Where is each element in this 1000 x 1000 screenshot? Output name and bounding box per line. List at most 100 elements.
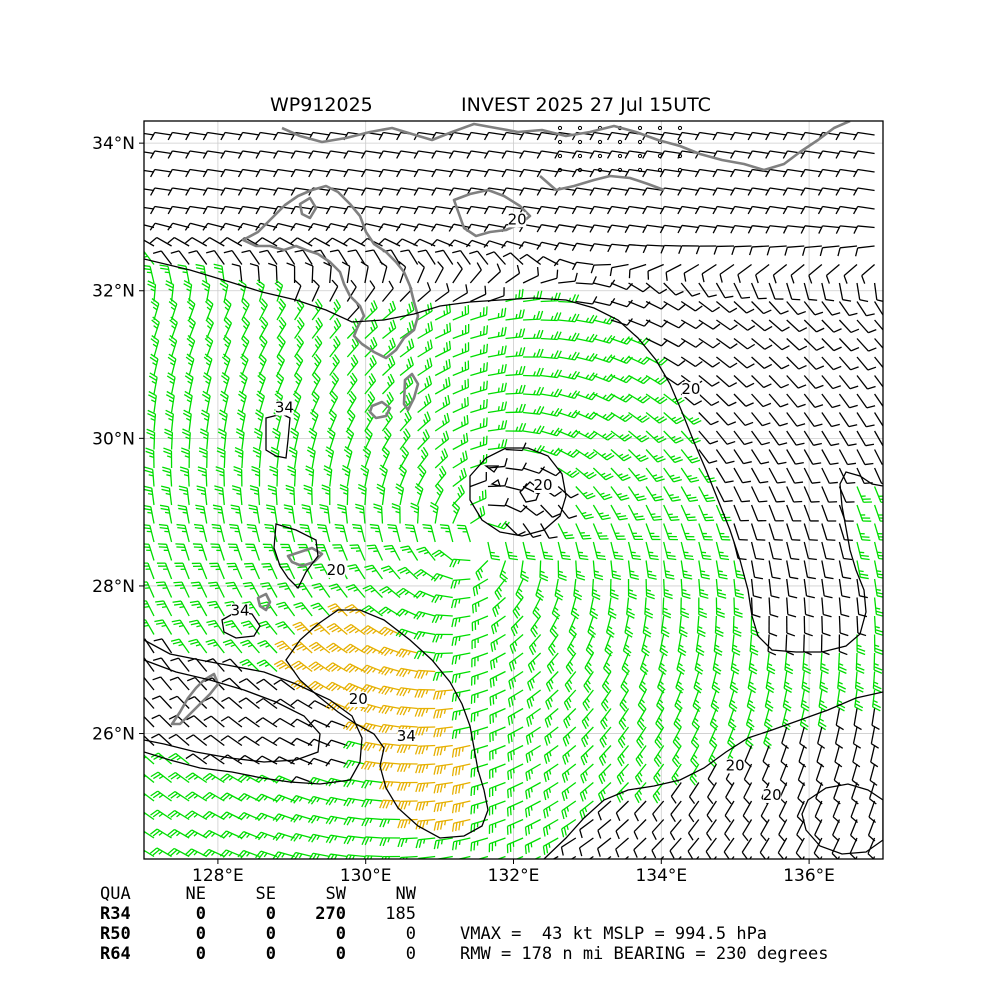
wind-barb [803, 282, 818, 301]
wind-barb [452, 467, 467, 488]
wind-barb [552, 855, 559, 859]
wind-barb [364, 354, 377, 376]
wind-barb [466, 131, 489, 141]
wind-barb [765, 168, 787, 178]
wind-barb [512, 597, 524, 619]
wind-barb [578, 837, 594, 857]
wind-barb [563, 689, 577, 711]
wind-barb [240, 639, 260, 654]
wind-barb [712, 224, 735, 234]
wind-barb [730, 224, 752, 234]
wind-barb [522, 267, 540, 284]
wind-barb [803, 504, 819, 522]
wind-barb [448, 168, 471, 178]
wind-barb [325, 815, 348, 825]
wind-barb [168, 752, 190, 765]
wind-barb [450, 578, 471, 589]
wind-barb [838, 282, 852, 302]
wind-barb [539, 560, 549, 582]
wind-barb [786, 393, 806, 408]
wind-barb [747, 150, 770, 159]
wind-barb [323, 261, 332, 284]
wind-barb [188, 619, 208, 635]
wind-barb [360, 760, 383, 771]
wind-barb [501, 168, 524, 178]
wind-barb [413, 223, 436, 232]
wind-barb [786, 486, 803, 503]
wind-barb [272, 794, 295, 803]
wind-barb [157, 543, 173, 561]
wind-barb [451, 818, 471, 832]
calm-wind-marker [677, 153, 683, 159]
wind-barb [715, 430, 736, 445]
wind-barb [610, 411, 633, 423]
wind-barb [290, 718, 313, 728]
wind-barb [522, 466, 546, 474]
wind-barb [817, 150, 840, 159]
wind-barb [343, 150, 365, 159]
wind-barb [786, 449, 804, 465]
wind-barb [226, 562, 243, 580]
wind-barb [651, 837, 665, 859]
wind-barb [724, 819, 735, 842]
wind-barb [212, 504, 225, 524]
wind-barb [169, 316, 178, 339]
wind-barb [628, 374, 651, 385]
wind-barb [166, 372, 176, 395]
wind-barb [610, 486, 630, 501]
wind-barb [564, 671, 577, 693]
wind-barb [395, 648, 418, 658]
wind-barb [507, 781, 524, 799]
wind-barb [294, 249, 313, 265]
wind-barb [311, 353, 322, 376]
wind-barb [545, 689, 559, 710]
wind-barb [343, 623, 366, 636]
wind-barb [162, 466, 173, 487]
wind-barb [727, 708, 737, 731]
wind-barb [677, 224, 699, 234]
wind-barb [283, 504, 296, 524]
wind-barb [715, 412, 737, 426]
wind-barb [144, 466, 155, 487]
wind-barb [593, 430, 615, 441]
wind-barb [308, 852, 330, 859]
wind-barb [715, 486, 733, 503]
wind-barb [803, 467, 821, 484]
wind-barb [645, 486, 664, 502]
wind-barb [659, 634, 669, 657]
wind-barb [422, 523, 436, 543]
wind-barb [483, 131, 506, 141]
wind-barb [163, 447, 173, 469]
table-cell-r50-se: 0 [266, 924, 276, 944]
wind-barb [185, 168, 207, 178]
wind-barb [554, 205, 576, 215]
wind-barb [558, 351, 580, 361]
wind-barb [803, 412, 823, 427]
wind-barb [610, 393, 633, 403]
wind-barb [188, 638, 208, 654]
wind-barb [290, 427, 300, 450]
wind-barb [678, 245, 699, 255]
wind-barb [276, 316, 287, 339]
wind-barb [603, 652, 612, 675]
wind-barb [490, 615, 506, 635]
wind-barb [431, 594, 453, 604]
wind-barb [803, 449, 822, 465]
calm-wind-marker [557, 139, 563, 145]
wind-barb [767, 634, 777, 656]
wind-barb [750, 523, 766, 541]
wind-barb [803, 430, 822, 446]
wind-barb [768, 560, 781, 580]
wind-barb [688, 800, 700, 823]
wind-barb [856, 449, 874, 466]
wind-barb [609, 578, 619, 600]
wind-barb [448, 150, 471, 159]
wind-barb [451, 726, 471, 740]
table-header-nw: NW [396, 884, 417, 904]
wind-barb [872, 671, 882, 693]
wind-barb [151, 695, 173, 709]
wind-barb [536, 205, 559, 215]
wind-barb [346, 354, 359, 376]
wind-barb [202, 222, 225, 231]
wind-barb [210, 543, 225, 561]
